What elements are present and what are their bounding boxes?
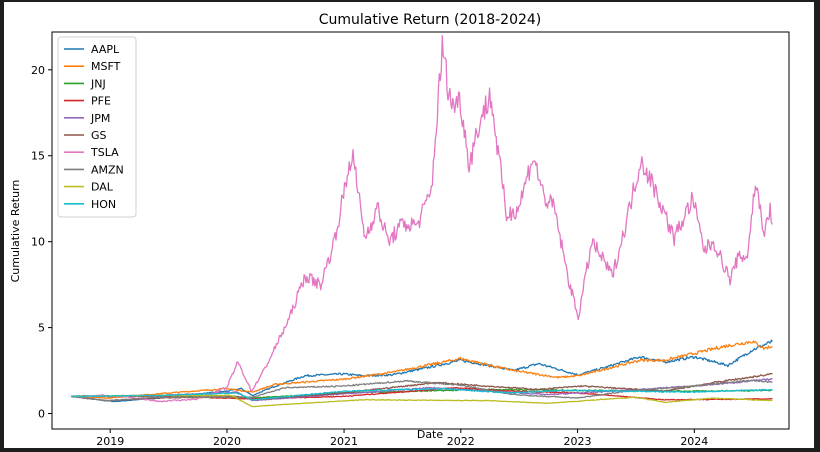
x-tick-label: 2020: [213, 435, 241, 448]
y-tick-label: 5: [38, 322, 45, 335]
chart-title: Cumulative Return (2018-2024): [319, 12, 542, 28]
x-tick-label: 2021: [330, 435, 358, 448]
figure-canvas: Cumulative Return (2018-2024) 2019 2020 20…: [4, 2, 814, 448]
legend: AAPL MSFT JNJ PFE JPM GS TSLA AMZN DAL HON: [57, 36, 137, 218]
x-axis-label: Date: [417, 428, 444, 441]
x-tick-label: 2019: [96, 435, 124, 448]
y-axis-label: Cumulative Return: [9, 180, 22, 283]
legend-label-amzn: AMZN: [91, 163, 124, 176]
series-lines: [70, 34, 773, 408]
legend-label-msft: MSFT: [91, 60, 121, 73]
y-tick-label: 0: [38, 408, 45, 421]
legend-box: [57, 36, 137, 218]
series-line-tsla: [70, 34, 773, 403]
y-tick-label: 10: [31, 236, 45, 249]
cumulative-return-chart: Cumulative Return (2018-2024) 2019 2020 20…: [9, 12, 790, 448]
legend-label-gs: GS: [91, 129, 107, 142]
series-line-amzn: [71, 379, 773, 402]
legend-label-aapl: AAPL: [91, 43, 120, 56]
y-tick-label: 15: [31, 150, 45, 163]
legend-label-jnj: JNJ: [90, 77, 106, 90]
plot-area-frame: [51, 31, 790, 430]
series-line-dal: [71, 394, 773, 408]
y-axis-ticks: 0 5 10 15 20: [31, 64, 52, 421]
series-line-msft: [71, 340, 773, 399]
series-line-hon: [70, 387, 773, 401]
legend-label-jpm: JPM: [90, 112, 110, 125]
legend-label-pfe: PFE: [91, 95, 111, 108]
legend-label-dal: DAL: [91, 181, 114, 194]
x-tick-label: 2022: [447, 435, 475, 448]
x-tick-label: 2023: [564, 435, 592, 448]
y-tick-label: 20: [31, 64, 45, 77]
x-axis-ticks: 2019 2020 2021 2022 2023 2024: [96, 429, 708, 448]
legend-label-hon: HON: [91, 198, 116, 211]
x-tick-label: 2024: [680, 435, 708, 448]
legend-label-tsla: TSLA: [90, 146, 119, 159]
